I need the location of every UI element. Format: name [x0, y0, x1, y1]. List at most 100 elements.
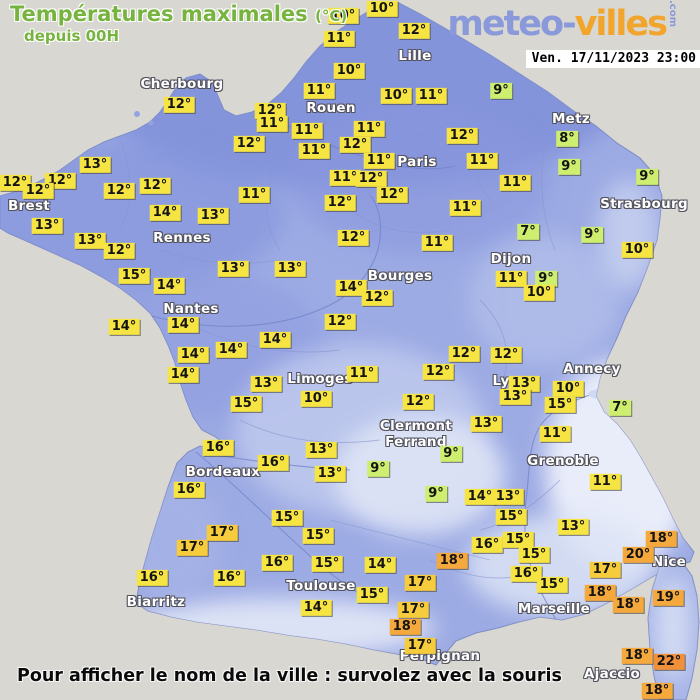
temp-badge[interactable]: 9° [535, 270, 557, 288]
temp-badge[interactable]: 16° [510, 565, 542, 583]
temp-badge[interactable]: 15° [502, 531, 534, 549]
temp-badge[interactable]: 11° [303, 82, 335, 100]
temp-badge[interactable]: 14° [108, 318, 140, 336]
temp-badge[interactable]: 11° [495, 270, 527, 288]
temp-badge[interactable]: 7° [609, 399, 631, 417]
temp-badge[interactable]: 14° [167, 366, 199, 384]
temp-badge[interactable]: 11° [415, 87, 447, 105]
temp-badge[interactable]: 17° [206, 524, 238, 542]
temp-badge[interactable]: 17° [176, 539, 208, 557]
temp-badge[interactable]: 12° [337, 229, 369, 247]
temp-badge[interactable]: 9° [558, 158, 580, 176]
temp-badge[interactable]: 12° [355, 170, 387, 188]
temp-badge[interactable]: 12° [361, 289, 393, 307]
temp-badge[interactable]: 9° [440, 445, 462, 463]
temp-badge[interactable]: 14° [364, 556, 396, 574]
temp-badge[interactable]: 11° [298, 142, 330, 160]
temp-badge[interactable]: 10° [327, 7, 359, 25]
temp-badge[interactable]: 18° [621, 647, 653, 665]
temp-badge[interactable]: 13° [314, 465, 346, 483]
temp-badge[interactable]: 14° [335, 279, 367, 297]
temp-badge[interactable]: 13° [557, 518, 589, 536]
temp-badge[interactable]: 18° [389, 618, 421, 636]
temp-badge[interactable]: 14° [215, 341, 247, 359]
temp-badge[interactable]: 12° [422, 363, 454, 381]
temp-badge[interactable]: 11° [466, 152, 498, 170]
temp-badge[interactable]: 18° [645, 530, 677, 548]
temp-badge[interactable]: 10° [621, 241, 653, 259]
temp-badge[interactable]: 12° [402, 393, 434, 411]
temp-badge[interactable]: 16° [257, 454, 289, 472]
site-logo[interactable]: meteo-villes.com [447, 0, 678, 44]
temp-badge[interactable]: 14° [149, 204, 181, 222]
temp-badge[interactable]: 15° [495, 508, 527, 526]
temp-badge[interactable]: 13° [274, 260, 306, 278]
temp-badge[interactable]: 15° [518, 546, 550, 564]
temp-badge[interactable]: 12° [103, 182, 135, 200]
temp-badge[interactable]: 13° [74, 232, 106, 250]
temp-badge[interactable]: 7° [517, 223, 539, 241]
temp-badge[interactable]: 13° [31, 217, 63, 235]
temp-badge[interactable]: 9° [490, 82, 512, 100]
temp-badge[interactable]: 11° [291, 122, 323, 140]
temp-badge[interactable]: 9° [636, 168, 658, 186]
temp-badge[interactable]: 15° [118, 267, 150, 285]
temp-badge[interactable]: 15° [230, 395, 262, 413]
temp-badge[interactable]: 12° [324, 194, 356, 212]
temp-badge[interactable]: 12° [324, 313, 356, 331]
temp-badge[interactable]: 12° [233, 135, 265, 153]
temp-badge[interactable]: 12° [448, 345, 480, 363]
temp-badge[interactable]: 17° [404, 637, 436, 655]
temp-badge[interactable]: 10° [366, 0, 398, 18]
temp-badge[interactable]: 13° [305, 441, 337, 459]
temp-badge[interactable]: 20° [622, 546, 654, 564]
temp-badge[interactable]: 12° [139, 177, 171, 195]
temp-badge[interactable]: 12° [398, 22, 430, 40]
temp-badge[interactable]: 14° [177, 346, 209, 364]
temp-badge[interactable]: 14° [167, 316, 199, 334]
temp-badge[interactable]: 12° [254, 102, 286, 120]
temp-badge[interactable]: 14° [153, 277, 185, 295]
temp-badge[interactable]: 16° [202, 439, 234, 457]
temp-badge[interactable]: 12° [376, 186, 408, 204]
temp-badge[interactable]: 10° [300, 390, 332, 408]
temp-badge[interactable]: 12° [163, 96, 195, 114]
temp-badge[interactable]: 11° [421, 234, 453, 252]
temp-badge[interactable]: 11° [539, 425, 571, 443]
temp-badge[interactable]: 15° [544, 396, 576, 414]
temp-badge[interactable]: 18° [612, 596, 644, 614]
temp-badge[interactable]: 11° [449, 199, 481, 217]
temp-badge[interactable]: 17° [404, 574, 436, 592]
temp-badge[interactable]: 12° [339, 136, 371, 154]
temp-badge[interactable]: 11° [323, 30, 355, 48]
temp-badge[interactable]: 15° [311, 555, 343, 573]
temp-badge[interactable]: 9° [367, 460, 389, 478]
temp-badge[interactable]: 11° [363, 152, 395, 170]
temp-badge[interactable]: 18° [584, 584, 616, 602]
temp-badge[interactable]: 11° [353, 120, 385, 138]
temp-badge[interactable]: 14° [300, 599, 332, 617]
temp-badge[interactable]: 10° [380, 87, 412, 105]
temp-badge[interactable]: 16° [471, 536, 503, 554]
temp-badge[interactable]: 12° [22, 182, 54, 200]
temp-badge[interactable]: 11° [589, 473, 621, 491]
temp-badge[interactable]: 13° [217, 260, 249, 278]
temp-badge[interactable]: 12° [103, 242, 135, 260]
temp-badge[interactable]: 11° [346, 365, 378, 383]
temp-badge[interactable]: 13° [250, 375, 282, 393]
temp-badge[interactable]: 16° [213, 569, 245, 587]
temp-badge[interactable]: 15° [356, 586, 388, 604]
temp-badge[interactable]: 12° [446, 127, 478, 145]
temp-badge[interactable]: 19° [652, 589, 684, 607]
temp-badge[interactable]: 13° [499, 388, 531, 406]
temp-badge[interactable]: 13° [197, 207, 229, 225]
temp-badge[interactable]: 11° [499, 174, 531, 192]
temp-badge[interactable]: 13° [508, 375, 540, 393]
temp-badge[interactable]: 15° [271, 509, 303, 527]
temp-badge[interactable]: 9° [425, 485, 447, 503]
temp-badge[interactable]: 11° [238, 186, 270, 204]
temp-badge[interactable]: 8° [556, 130, 578, 148]
temp-badge[interactable]: 17° [589, 561, 621, 579]
temp-badge[interactable]: 10° [523, 284, 555, 302]
temp-badge[interactable]: 13° [492, 488, 524, 506]
